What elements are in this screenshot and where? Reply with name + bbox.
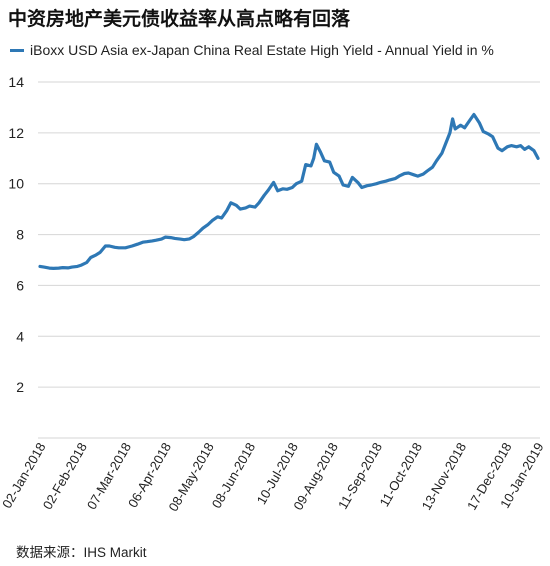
x-tick-label: 02-Feb-2018 (40, 440, 90, 512)
y-tick-label: 6 (16, 277, 24, 293)
legend-label: iBoxx USD Asia ex-Japan China Real Estat… (30, 42, 494, 58)
x-tick-label: 10-Jul-2018 (254, 440, 301, 507)
y-tick-label: 8 (16, 227, 24, 243)
y-axis-ticks: 2 4 6 8 10 12 14 (8, 74, 24, 395)
x-tick-label: 08-Jun-2018 (209, 440, 258, 511)
x-tick-label: 11-Oct-2018 (376, 440, 425, 509)
y-tick-label: 10 (8, 176, 24, 192)
gridlines (38, 81, 540, 439)
legend-swatch (10, 48, 24, 52)
y-tick-label: 4 (16, 328, 24, 344)
y-tick-label: 14 (8, 74, 24, 90)
series-layer (38, 112, 540, 270)
x-axis-ticks: 02-Jan-201802-Feb-201807-Mar-201806-Apr-… (0, 440, 547, 514)
series-line (38, 112, 540, 270)
x-tick-label: 06-Apr-2018 (125, 440, 174, 510)
x-tick-label: 13-Nov-2018 (419, 440, 470, 513)
source-note: 数据来源：IHS Markit (16, 545, 147, 560)
y-tick-label: 2 (16, 379, 24, 395)
y-tick-label: 12 (8, 125, 24, 141)
chart-title: 中资房地产美元债收益率从高点略有回落 (8, 9, 351, 30)
legend: iBoxx USD Asia ex-Japan China Real Estat… (10, 40, 494, 60)
